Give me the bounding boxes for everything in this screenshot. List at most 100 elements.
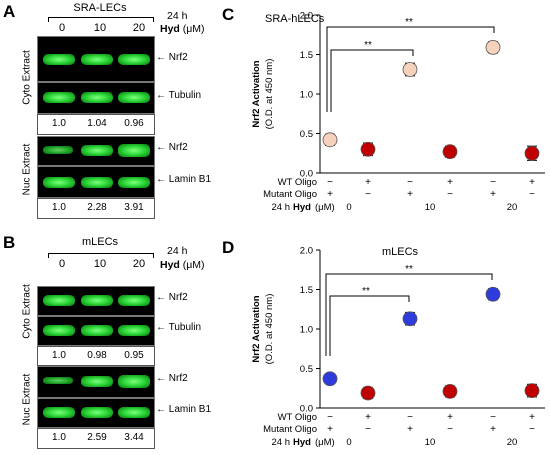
chart-d-letter: D [222, 238, 234, 257]
chart-d-ylabel2: (O.D. at 450 nm) [264, 294, 275, 365]
panel-b-blot-laminb1 [37, 398, 155, 428]
c-point-5 [524, 145, 540, 161]
chart-c-title: SRA-hLECs [265, 13, 325, 25]
d-dose-label: 20 [507, 437, 518, 448]
d-wt-mark: + [447, 412, 453, 423]
c-wt-mark: + [529, 177, 535, 188]
panel-b-blot-tubulin [37, 316, 155, 346]
panel-a-blot-tubulin [37, 82, 155, 114]
d-ytick-label: 2.0 [300, 246, 313, 257]
d-mutant-mark: + [327, 424, 333, 435]
c-wt-mark: + [365, 177, 371, 188]
c-dose-label: 0 [346, 202, 351, 213]
chart-d-mutant-label: Mutant Oligo [263, 424, 317, 435]
panel-a-blot-nrf2-nuc [37, 136, 155, 166]
panel-b-laminb1-label: ← Lamin B1 [156, 404, 212, 415]
panel-b-hyd: Hyd [160, 259, 180, 271]
chart-d: D mLECs Nrf2 Activation (O.D. at 450 nm)… [222, 238, 545, 448]
panel-a-blot-nrf2-cyto [37, 36, 155, 82]
chart-d-title: mLECs [382, 246, 419, 258]
d-point-2 [402, 311, 418, 327]
c-ytick-label: 0.0 [300, 169, 313, 180]
panel-a-letter: A [3, 2, 16, 21]
chart-d-ylabel: Nrf2 Activation [251, 295, 262, 362]
c-wt-mark: − [327, 177, 333, 188]
panel-b-unit: (μM) [182, 259, 205, 271]
chart-c-unit-label: (μM) [315, 202, 335, 213]
panel-b-dose-header: Hyd (μM) [160, 259, 205, 271]
d-mutant-mark: + [490, 424, 496, 435]
c-mutant-mark: + [327, 189, 333, 200]
d-mutant-mark: − [529, 424, 535, 435]
d-ytick-label: 1.5 [300, 285, 313, 296]
d-point-5 [524, 383, 540, 399]
d-point-0 [322, 371, 338, 387]
chart-c-mutant-label: Mutant Oligo [263, 189, 317, 200]
d-mutant-mark: + [407, 424, 413, 435]
c-ytick-label: 0.5 [300, 129, 313, 140]
chart-c: C SRA-hLECs Nrf2 Activation (O.D. at 450… [222, 5, 545, 213]
panel-b-letter: B [3, 233, 16, 252]
c-mutant-mark: + [490, 189, 496, 200]
c-wt-mark: + [447, 177, 453, 188]
panel-a-dose-header: Hyd (μM) [160, 23, 205, 35]
panel-b-nrf2-cyto-label: ← Nrf2 [156, 292, 188, 303]
dens-value: 3.91 [124, 202, 144, 213]
chart-d-sig-bracket-2 [325, 273, 493, 356]
chart-d-sig-bracket-1 [329, 295, 410, 356]
chart-c-hyd-label: Hyd [293, 202, 311, 213]
d-point-1 [360, 385, 376, 401]
d-wt-mark: + [529, 412, 535, 423]
c-dose-label: 20 [507, 202, 518, 213]
panel-b-cyto-densitometry: 1.0 0.98 0.95 [37, 346, 155, 366]
chart-d-sig-star-2: ** [405, 264, 413, 275]
d-point-4 [485, 286, 501, 302]
panel-b-lane-10: 10 [93, 258, 107, 270]
c-wt-mark: − [407, 177, 413, 188]
c-ytick-label: 1.0 [300, 90, 313, 101]
c-point-2 [402, 62, 418, 77]
c-point-0 [322, 132, 338, 148]
c-mutant-mark: − [447, 189, 453, 200]
dens-value: 3.44 [124, 432, 144, 443]
chart-d-time-label: 24 h [272, 437, 291, 448]
panel-b-nuc-densitometry: 1.0 2.59 3.44 [37, 428, 155, 449]
d-wt-mark: − [490, 412, 496, 423]
d-wt-mark: + [365, 412, 371, 423]
d-ytick-label: 1.0 [300, 325, 313, 336]
chart-c-ylabel: Nrf2 Activation [251, 60, 262, 127]
c-dose-label: 10 [425, 202, 436, 213]
panel-a-blot-laminb1 [37, 166, 155, 198]
dens-value: 1.0 [52, 202, 66, 213]
dens-value: 0.95 [124, 350, 144, 361]
dens-value: 0.98 [87, 350, 107, 361]
d-wt-mark: − [327, 412, 333, 423]
d-dose-label: 10 [425, 437, 436, 448]
c-point-4 [485, 39, 501, 55]
dens-value: 1.0 [52, 118, 66, 129]
chart-c-sig-bracket-2 [326, 26, 495, 112]
c-ytick-label: 2.0 [300, 11, 313, 22]
panel-a-nrf2-cyto-label: ← Nrf2 [156, 52, 188, 63]
chart-c-time-label: 24 h [272, 202, 291, 213]
d-dose-label: 0 [346, 437, 351, 448]
panel-b-blot-nrf2-nuc [37, 366, 155, 398]
d-ytick-label: 0.0 [300, 404, 313, 415]
panel-a-lane-20: 20 [132, 22, 146, 34]
panel-b-lane-20: 20 [132, 258, 146, 270]
panel-b-blot-nrf2-cyto [37, 286, 155, 316]
c-point-1 [360, 141, 376, 157]
panel-b-lane-0: 0 [58, 258, 66, 270]
d-ytick-label: 0.5 [300, 364, 313, 375]
panel-a-lane-0: 0 [58, 22, 66, 34]
chart-c-ylabel2: (O.D. at 450 nm) [264, 59, 275, 130]
chart-c-wt-label: WT Oligo [278, 177, 317, 188]
chart-c-letter: C [222, 5, 234, 24]
c-wt-mark: − [490, 177, 496, 188]
chart-d-hyd-label: Hyd [293, 437, 311, 448]
dens-value: 0.96 [124, 118, 144, 129]
c-ytick-label: 1.5 [300, 50, 313, 61]
dens-value: 2.59 [87, 432, 107, 443]
panel-a-nrf2-nuc-label: ← Nrf2 [156, 142, 188, 153]
